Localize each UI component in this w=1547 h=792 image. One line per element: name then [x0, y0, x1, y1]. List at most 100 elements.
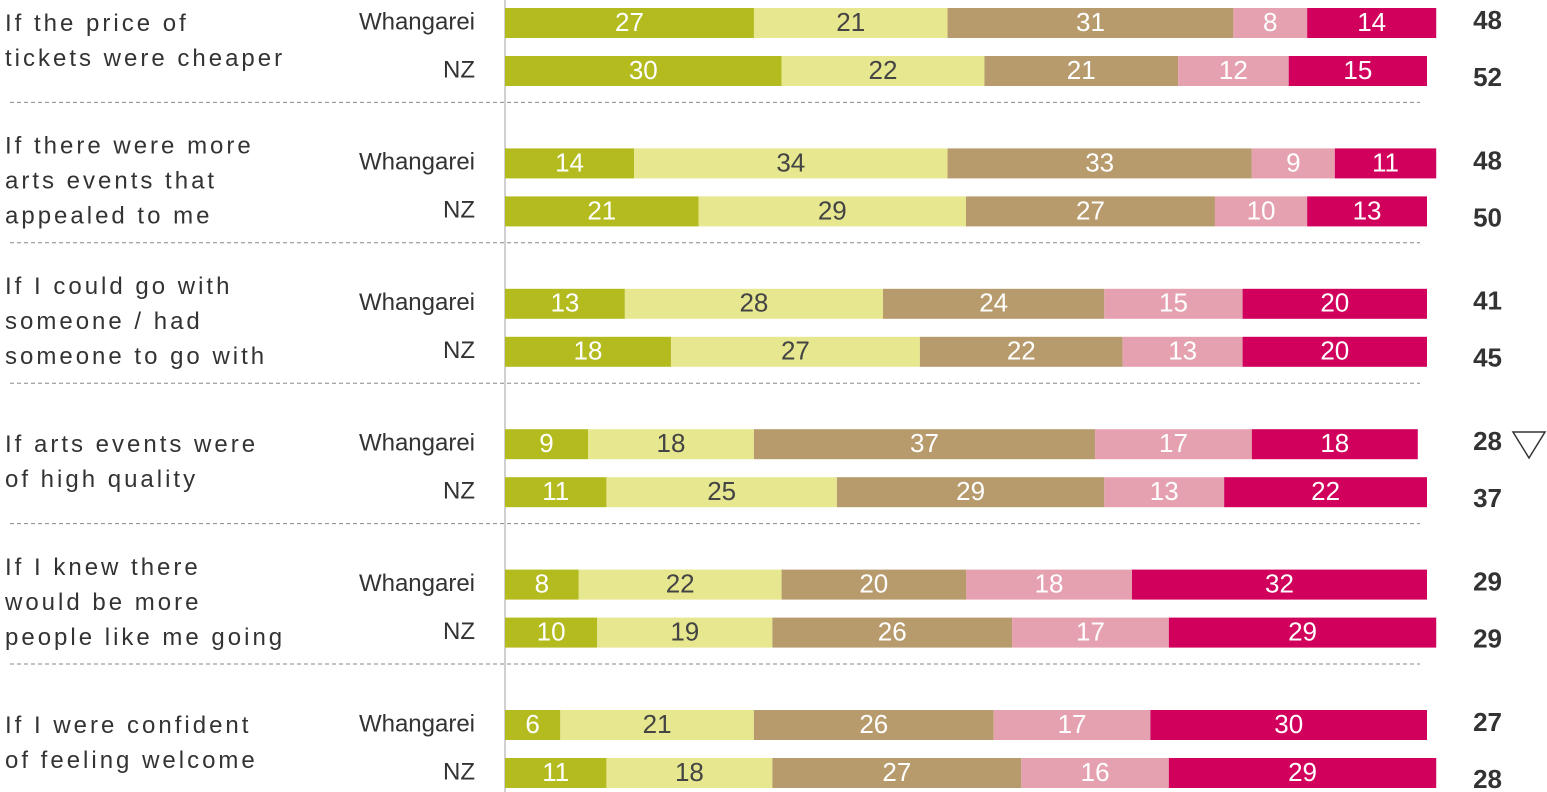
bar-segment: [753, 8, 948, 38]
bar-segment: [1021, 758, 1169, 788]
row-label: Whangarei: [359, 710, 475, 737]
total-label: 48: [1473, 145, 1502, 175]
group-label: arts events that: [5, 168, 217, 195]
bar-segment: [753, 710, 994, 740]
bar-segment: [606, 477, 837, 508]
bar-segment: [1178, 56, 1289, 86]
bar-segment: [1214, 196, 1308, 227]
value-label: 20: [1320, 288, 1349, 318]
bar-segment: [1233, 8, 1308, 38]
bar-segment: [606, 758, 773, 788]
bar-segment: [781, 569, 966, 600]
total-label: 48: [1473, 5, 1502, 35]
value-label: 21: [1067, 55, 1096, 85]
group-label: If I could go with: [5, 273, 232, 300]
total-label: 27: [1473, 707, 1502, 737]
bar-segment: [1307, 8, 1437, 38]
row-label: Whangarei: [359, 8, 475, 35]
value-label: 14: [1357, 7, 1386, 37]
value-label: 22: [1007, 336, 1036, 366]
value-label: 32: [1265, 568, 1294, 598]
group-label: If I knew there: [5, 554, 201, 581]
bar-segment: [624, 288, 884, 319]
bar-segment: [1307, 196, 1427, 227]
value-label: 18: [1320, 428, 1349, 458]
bar-segment: [505, 477, 607, 508]
row-label: NZ: [443, 478, 475, 505]
bar-segment: [781, 56, 985, 86]
bar-segment: [947, 8, 1234, 38]
value-label: 29: [818, 195, 847, 225]
bar-segment: [1251, 148, 1335, 179]
bar-segment: [505, 8, 754, 38]
bar-segment: [1224, 477, 1427, 508]
value-label: 27: [882, 757, 911, 787]
value-label: 11: [1372, 147, 1399, 177]
bar-segment: [984, 56, 1179, 86]
row-label: Whangarei: [359, 289, 475, 316]
group-label: of feeling welcome: [5, 747, 258, 774]
bar-segment: [1095, 429, 1252, 460]
value-label: 11: [542, 757, 569, 787]
bar-segment: [1168, 758, 1437, 788]
value-label: 26: [859, 709, 888, 739]
group-label: appealed to me: [5, 203, 212, 230]
value-label: 10: [1247, 195, 1276, 225]
bar-segment: [993, 710, 1151, 740]
value-label: 13: [1150, 476, 1179, 506]
group-label: people like me going: [5, 624, 285, 651]
bar-segment: [836, 477, 1105, 508]
value-label: 11: [542, 476, 569, 506]
bar-segment: [919, 336, 1123, 367]
bar-segment: [966, 569, 1132, 600]
bar-segment: [1251, 429, 1418, 460]
value-label: 22: [666, 568, 695, 598]
group-label: If the price of: [5, 10, 189, 37]
value-label: 33: [1085, 147, 1114, 177]
value-label: 21: [643, 709, 672, 739]
total-label: 28: [1473, 426, 1502, 456]
bar-segment: [1242, 288, 1427, 319]
value-label: 22: [869, 55, 898, 85]
row-label: NZ: [443, 337, 475, 364]
bar-segment: [505, 758, 607, 788]
value-label: 17: [1058, 709, 1087, 739]
group-label: someone / had: [5, 308, 203, 335]
row-label: NZ: [443, 758, 475, 785]
value-label: 13: [1168, 336, 1197, 366]
value-label: 30: [1274, 709, 1303, 739]
group-label: tickets were cheaper: [5, 45, 285, 72]
row-label: Whangarei: [359, 570, 475, 597]
value-label: 20: [1320, 336, 1349, 366]
value-label: 37: [910, 428, 939, 458]
total-label: 45: [1473, 343, 1502, 373]
value-label: 12: [1219, 55, 1248, 85]
bar-segment: [670, 336, 920, 367]
value-label: 29: [1288, 616, 1317, 646]
group-label: If I were confident: [5, 712, 251, 739]
value-label: 27: [1076, 195, 1105, 225]
bar-segment: [1242, 336, 1427, 367]
row-label: NZ: [443, 197, 475, 224]
value-label: 18: [1035, 568, 1064, 598]
bar-segment: [560, 710, 754, 740]
value-label: 29: [956, 476, 985, 506]
bar-segment: [505, 429, 588, 460]
bar-segment: [505, 288, 625, 319]
value-label: 24: [979, 288, 1008, 318]
value-label: 17: [1159, 428, 1188, 458]
value-label: 16: [1081, 757, 1110, 787]
value-label: 18: [574, 336, 603, 366]
row-label: Whangarei: [359, 430, 475, 457]
bar-segment: [505, 56, 782, 86]
value-label: 28: [739, 288, 768, 318]
bar-segment: [587, 429, 754, 460]
bar-segment: [1122, 336, 1243, 367]
value-label: 27: [615, 7, 644, 37]
group-label: If arts events were: [5, 431, 258, 458]
value-label: 15: [1343, 55, 1372, 85]
value-label: 31: [1076, 7, 1105, 37]
bar-segment: [578, 569, 782, 600]
row-label: NZ: [443, 56, 475, 83]
significance-marker: [1511, 431, 1547, 460]
